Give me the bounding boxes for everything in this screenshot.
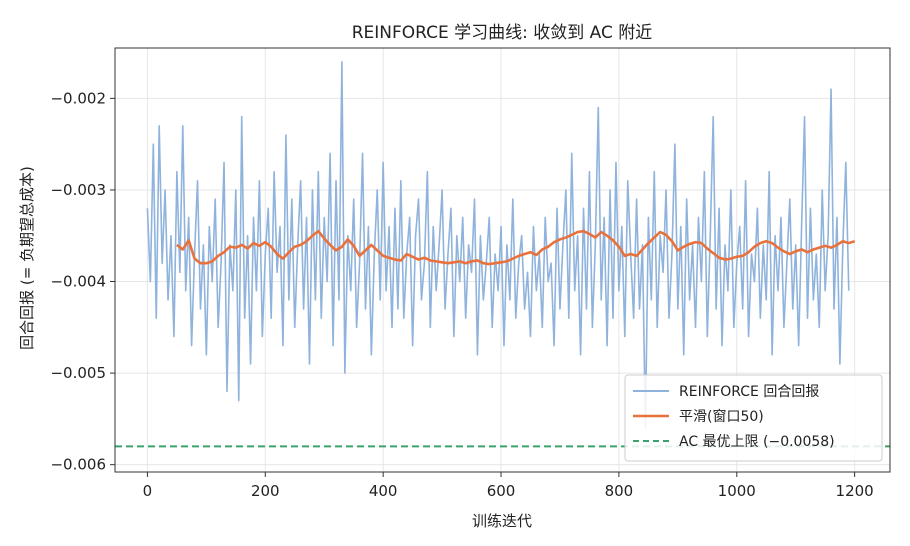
y-tick-label-3: −0.003 <box>50 181 106 199</box>
y-tick-label-4: −0.002 <box>50 89 106 107</box>
series-reinforce-line <box>146 60 850 429</box>
legend-label-0: REINFORCE 回合回报 <box>679 384 819 400</box>
y-tick-label-0: −0.006 <box>50 456 106 474</box>
y-tick-label-2: −0.004 <box>50 273 106 291</box>
y-tick-label-1: −0.005 <box>50 364 106 382</box>
x-tick-label-0: 0 <box>143 482 153 500</box>
x-tick-label-2: 400 <box>369 482 398 500</box>
x-tick-label-3: 600 <box>487 482 516 500</box>
y-axis-label: 回合回报 (= 负期望总成本) <box>18 166 36 350</box>
legend-box <box>624 374 883 462</box>
x-tick-label-5: 1000 <box>718 482 756 500</box>
series-smoothed-line <box>176 229 856 266</box>
axes: 0 200 400 600 800 1000 1200 −0.006 −0.005 −0.004 −… <box>50 47 891 500</box>
legend-label-2: AC 最优上限 (−0.0058) <box>679 434 835 450</box>
legend-label-1: 平滑(窗口50) <box>679 408 764 425</box>
x-tick-label-1: 200 <box>251 482 280 500</box>
x-tick-label-4: 800 <box>605 482 634 500</box>
plot-frame <box>114 47 891 473</box>
plot-area <box>115 60 890 448</box>
x-tick-label-6: 1200 <box>836 482 874 500</box>
x-axis-label: 训练迭代 <box>472 512 532 530</box>
chart-title: REINFORCE 学习曲线: 收敛到 AC 附近 <box>352 23 653 43</box>
